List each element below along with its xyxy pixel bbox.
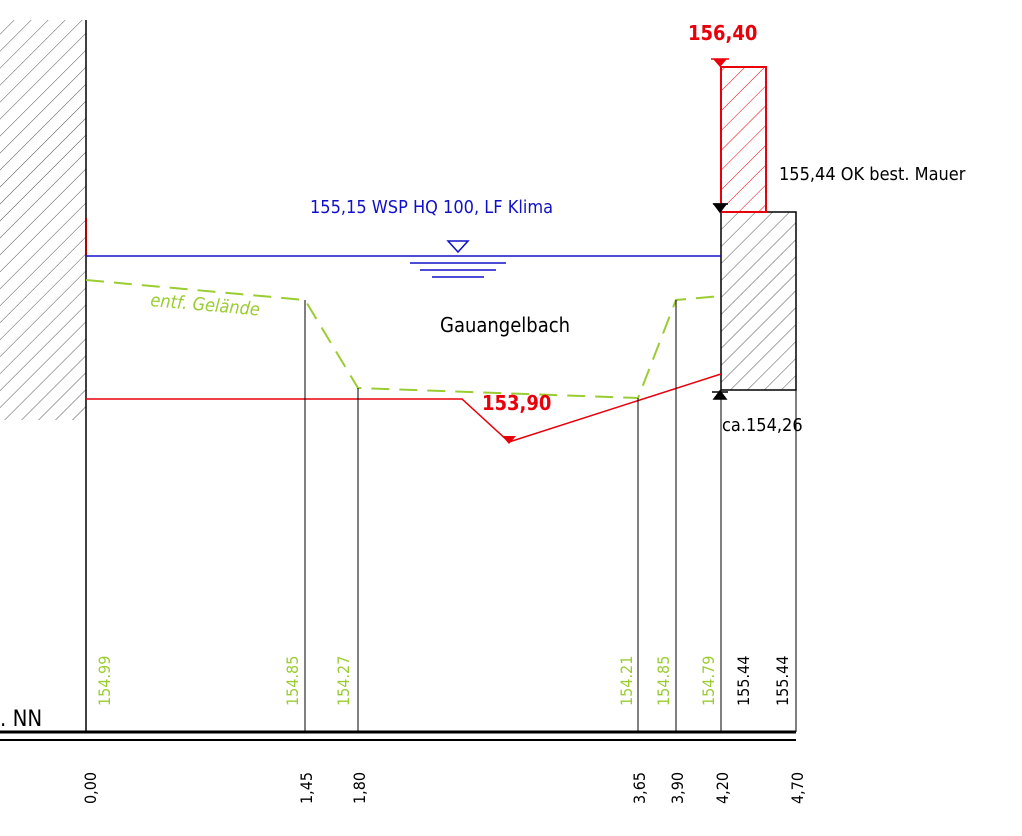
station-lines — [304, 300, 797, 732]
terrain-height-2: 154.85 — [283, 656, 302, 706]
terrain-label: entf. Gelände — [150, 290, 261, 320]
wall-top-label: 155,44 OK best. Mauer — [779, 164, 966, 185]
wall-top-marker — [712, 203, 728, 214]
top-elevation-label: 156,40 — [688, 21, 757, 45]
terrain-height-1: 154.99 — [95, 656, 114, 706]
station-3: 1,80 — [350, 772, 369, 804]
station-1: 0,00 — [81, 772, 100, 804]
water-level-symbol — [410, 240, 506, 278]
terrain-height-6: 154.79 — [699, 656, 718, 706]
water-level-label: 155,15 WSP HQ 100, LF Klima — [310, 197, 553, 218]
wall-height-2: 155.44 — [773, 656, 792, 706]
channel-bottom-marker — [502, 436, 516, 444]
station-6: 4,20 — [713, 772, 732, 804]
top-elevation-marker — [713, 59, 727, 67]
existing-wall — [720, 211, 797, 391]
terrain-line — [85, 279, 722, 400]
station-7: 4,70 — [788, 772, 807, 804]
channel-bottom-label: 153,90 — [482, 391, 551, 415]
terrain-height-3: 154.27 — [334, 656, 353, 706]
new-wall-raise — [720, 66, 767, 213]
terrain-height-5: 154.85 — [654, 656, 673, 706]
wall-base-label: ca.154,26 — [722, 415, 803, 436]
design-line — [86, 373, 722, 443]
station-2: 1,45 — [297, 772, 316, 804]
stream-name: Gauangelbach — [440, 313, 570, 337]
datum-label: . NN — [0, 707, 42, 732]
wall-base-marker — [712, 389, 728, 400]
station-5: 3,90 — [668, 772, 687, 804]
left-wall-hatch — [0, 20, 86, 420]
wall-height-1: 155.44 — [734, 656, 753, 706]
station-4: 3,65 — [630, 772, 649, 804]
terrain-height-4: 154.21 — [617, 656, 636, 706]
